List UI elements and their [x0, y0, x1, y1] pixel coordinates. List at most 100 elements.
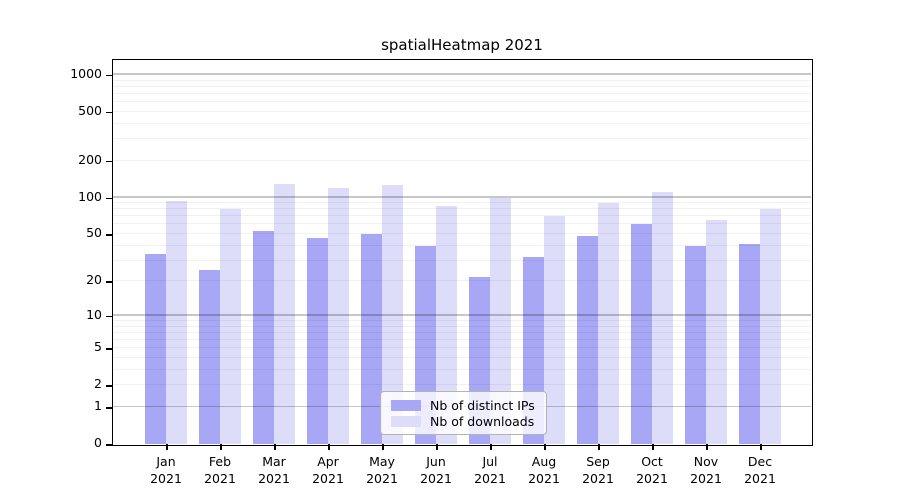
y-tick-label: 2 — [94, 376, 102, 392]
y-tick-mark — [106, 234, 113, 236]
y-tick-label: 50 — [86, 225, 102, 240]
x-tick-month: Aug — [531, 454, 557, 469]
bar-distinct-ips — [685, 245, 706, 444]
bar-distinct-ips — [361, 234, 382, 444]
x-tick-month: Jun — [426, 454, 446, 469]
y-tick-mark — [106, 281, 113, 283]
x-tick-mark — [598, 444, 600, 450]
x-tick-mark — [220, 444, 222, 450]
x-tick-mark — [382, 444, 384, 450]
x-tick-year: 2021 — [744, 471, 776, 486]
bar-distinct-ips — [631, 223, 652, 444]
x-tick-label: Apr 2021 — [298, 453, 358, 487]
x-tick-mark — [652, 444, 654, 450]
y-tick-mark — [106, 444, 113, 446]
bar-distinct-ips — [577, 236, 598, 444]
y-tick-label: 1 — [94, 398, 102, 413]
x-tick-label: Nov 2021 — [676, 453, 736, 487]
bar-downloads — [166, 200, 187, 444]
y-tick-label: 20 — [86, 272, 102, 288]
bar-distinct-ips — [199, 270, 220, 444]
bar-downloads — [328, 187, 349, 444]
bar-downloads — [544, 216, 565, 444]
x-tick-year: 2021 — [258, 471, 290, 486]
x-tick-month: Sep — [586, 454, 610, 469]
bar-distinct-ips — [253, 230, 274, 444]
x-tick-year: 2021 — [474, 471, 506, 486]
legend-swatch — [391, 415, 421, 427]
y-tick-label: 500 — [78, 102, 102, 118]
y-tick-mark — [106, 407, 113, 409]
x-tick-label: Jun 2021 — [406, 453, 466, 487]
x-tick-label: Sep 2021 — [568, 453, 628, 487]
y-tick-label: 0 — [94, 435, 102, 450]
x-tick-month: Jul — [482, 454, 498, 469]
x-tick-mark — [544, 444, 546, 450]
x-tick-year: 2021 — [366, 471, 398, 486]
y-tick-mark — [106, 74, 113, 77]
bar-downloads — [382, 184, 403, 444]
y-tick-label: 5 — [94, 339, 102, 355]
y-tick-mark — [106, 197, 113, 199]
bar-downloads — [490, 198, 511, 444]
x-tick-label: May 2021 — [352, 453, 412, 487]
y-tick-label: 100 — [78, 188, 102, 204]
y-tick-label: 200 — [78, 151, 102, 167]
x-tick-year: 2021 — [690, 471, 722, 486]
x-tick-label: Feb 2021 — [190, 453, 250, 487]
x-tick-mark — [706, 444, 708, 450]
bar-distinct-ips — [145, 254, 166, 444]
x-tick-label: Jul 2021 — [460, 453, 520, 487]
x-tick-label: Aug 2021 — [514, 453, 574, 487]
x-tick-year: 2021 — [204, 471, 236, 486]
x-tick-mark — [274, 444, 276, 450]
x-tick-label: Oct 2021 — [622, 453, 682, 487]
y-tick-mark — [106, 160, 113, 163]
x-tick-month: Dec — [747, 454, 773, 469]
x-tick-month: Nov — [693, 454, 719, 469]
legend-item: Nb of distinct IPs — [391, 398, 536, 413]
x-tick-label: Dec 2021 — [730, 453, 790, 487]
legend-swatch — [391, 399, 421, 411]
legend: Nb of distinct IPs Nb of downloads — [380, 391, 547, 435]
x-tick-year: 2021 — [528, 471, 560, 486]
x-tick-month: Mar — [262, 454, 286, 469]
bar-downloads — [598, 203, 619, 444]
x-tick-year: 2021 — [312, 471, 344, 486]
bar-downloads — [220, 209, 241, 444]
y-tick-mark — [106, 385, 113, 387]
x-tick-month: Oct — [641, 454, 663, 469]
y-tick-mark — [106, 111, 113, 114]
x-tick-label: Mar 2021 — [244, 453, 304, 487]
bars-layer — [113, 60, 811, 444]
x-tick-year: 2021 — [582, 471, 614, 486]
plot-area — [113, 60, 811, 444]
bar-distinct-ips — [739, 244, 760, 444]
y-tick-label: 1000 — [70, 65, 102, 81]
legend-item: Nb of downloads — [391, 414, 536, 429]
x-tick-mark — [490, 444, 492, 450]
bar-downloads — [760, 208, 781, 444]
bar-distinct-ips — [307, 238, 328, 444]
y-tick-mark — [106, 315, 113, 318]
bar-downloads — [436, 206, 457, 444]
x-tick-year: 2021 — [420, 471, 452, 486]
legend-label: Nb of distinct IPs — [430, 397, 535, 413]
x-tick-mark — [760, 444, 762, 450]
x-tick-month: Apr — [317, 454, 339, 469]
x-tick-label: Jan 2021 — [136, 453, 196, 487]
bar-downloads — [706, 220, 727, 444]
x-tick-month: Feb — [208, 454, 232, 469]
chart-title: spatialHeatmap 2021 — [381, 36, 543, 54]
y-tick-mark — [106, 348, 113, 350]
x-tick-year: 2021 — [150, 471, 182, 486]
x-tick-month: May — [369, 454, 395, 469]
x-tick-year: 2021 — [636, 471, 668, 486]
x-tick-mark — [436, 444, 438, 450]
bar-downloads — [274, 183, 295, 444]
x-tick-month: Jan — [156, 454, 176, 469]
x-tick-mark — [328, 444, 330, 450]
y-tick-label: 10 — [86, 306, 102, 322]
x-tick-mark — [166, 444, 168, 450]
